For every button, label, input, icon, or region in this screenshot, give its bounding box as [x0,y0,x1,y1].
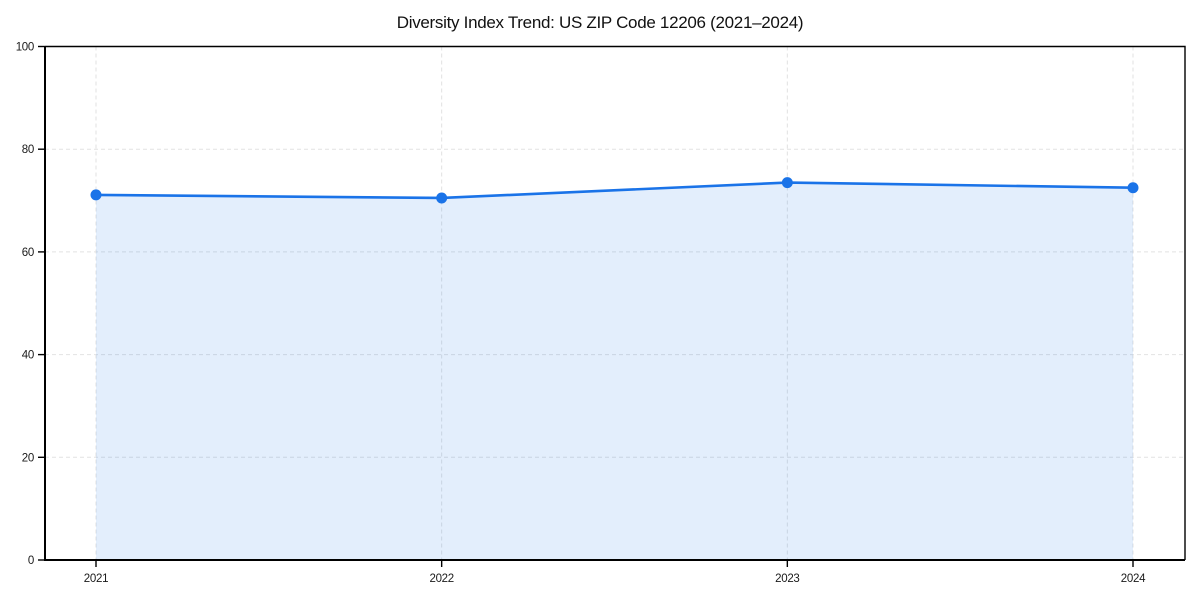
y-tick-label-0: 0 [28,555,34,567]
trend-line [94,181,1135,200]
y-tick-label-80: 80 [22,144,34,156]
x-tick-label-2024: 2024 [1121,573,1146,585]
data-point-2021 [90,189,102,201]
top-right-spines [45,45,1186,560]
y-tick-label-100: 100 [16,42,34,54]
y-tick-label-60: 60 [22,247,34,259]
x-tick-label-2021: 2021 [84,573,108,585]
chart-title: Diversity Index Trend: US ZIP Code 12206… [396,13,804,32]
area-fill [96,182,1133,560]
x-tick-label-2023: 2023 [775,573,799,585]
y-tick-label-20: 20 [22,452,34,464]
data-point-2022 [436,192,448,204]
y-tick-label-40: 40 [22,350,34,362]
data-point-2024 [1127,182,1139,194]
data-point-2023 [781,177,793,189]
x-tick-label-2022: 2022 [429,573,453,585]
